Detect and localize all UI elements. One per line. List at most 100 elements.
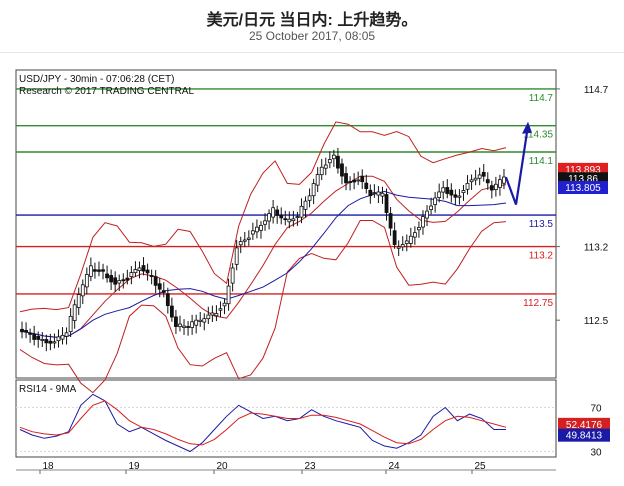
candle-body <box>477 174 482 179</box>
candle-body <box>52 341 57 344</box>
candle-body <box>202 318 207 323</box>
rsi-value-badge <box>558 417 610 431</box>
candle-body <box>80 284 85 297</box>
level-layer: 114.7 114.35 114.1 113.5 113.2 112.75 <box>16 88 556 309</box>
candle-body <box>60 334 65 340</box>
candle-body <box>226 285 231 305</box>
candle-body <box>68 315 73 332</box>
candle-body <box>327 159 332 164</box>
x-tick-label: 20 <box>216 461 228 472</box>
candle-body <box>291 218 296 222</box>
candle-body <box>72 304 77 321</box>
forecast-arrow-line <box>504 125 530 205</box>
candle-body <box>368 189 373 197</box>
candle-body <box>481 171 486 177</box>
level-label: 112.75 <box>523 298 553 309</box>
x-tick-label: 24 <box>388 461 400 472</box>
candle-body <box>93 269 97 272</box>
candle-body <box>287 218 292 223</box>
x-tick-label: 19 <box>128 461 140 472</box>
candle-body <box>493 183 498 191</box>
candle-body <box>20 328 24 333</box>
candle-body <box>218 308 223 311</box>
candle-body <box>145 269 150 274</box>
candle-body <box>364 182 369 190</box>
candle-body <box>84 274 89 288</box>
rsi-layer <box>19 393 507 453</box>
candle-body <box>32 333 37 340</box>
candle-body <box>445 187 450 194</box>
candle-body <box>101 269 105 272</box>
candle-body <box>121 279 126 282</box>
candle-body <box>275 209 280 216</box>
candle-body <box>348 181 352 183</box>
candle-body <box>141 265 146 272</box>
candle-body <box>412 232 417 238</box>
rsi-value-badge <box>558 428 610 442</box>
candle-body <box>502 176 506 184</box>
candle-body <box>344 173 348 184</box>
candle-body <box>295 216 300 218</box>
candle-body <box>64 332 69 337</box>
candle-body <box>323 164 328 169</box>
candle-body <box>214 313 219 317</box>
candle-body <box>48 340 53 344</box>
candle-body <box>117 280 122 284</box>
candle-body <box>56 336 61 342</box>
candle-body <box>190 321 195 328</box>
level-label: 114.1 <box>529 156 554 167</box>
candle-body <box>169 305 174 318</box>
candle-body <box>222 302 227 307</box>
rsi-y-tick-label: 30 <box>590 448 602 459</box>
candle-body <box>36 335 41 340</box>
level-label: 113.5 <box>529 219 554 230</box>
candle-body <box>449 189 454 196</box>
candle-body <box>453 194 458 198</box>
candle-body <box>259 224 263 231</box>
candle-body <box>178 323 182 328</box>
forecast-layer <box>504 121 532 205</box>
level-label: 113.2 <box>529 251 554 262</box>
candle-body <box>271 207 276 218</box>
candle-body <box>263 220 267 225</box>
candle-body <box>485 179 490 184</box>
candle-body <box>125 277 130 281</box>
candle-body <box>97 269 101 272</box>
candle-body <box>498 179 502 188</box>
candle-layer <box>20 148 506 352</box>
candle-body <box>234 247 239 265</box>
chart-info-line-1: USD/JPY - 30min - 07:06:28 (CET) <box>19 74 174 85</box>
candle-body <box>331 154 336 160</box>
x-tick-label: 18 <box>42 461 54 472</box>
candle-body <box>198 319 203 322</box>
page-header: 美元/日元 当日内: 上升趋势。 25 October 2017, 08:05 <box>0 0 624 53</box>
candle-body <box>396 246 401 249</box>
candle-body <box>340 163 344 177</box>
price-badge <box>558 181 608 195</box>
candle-body <box>267 213 271 222</box>
candle-body <box>319 166 324 176</box>
candle-body <box>408 235 413 244</box>
bollinger-layer <box>19 121 507 394</box>
level-label: 114.35 <box>523 130 553 141</box>
rsi-label: RSI14 - 9MA <box>19 384 77 395</box>
candle-body <box>24 329 28 333</box>
candle-body <box>194 319 199 326</box>
candle-body <box>404 240 409 244</box>
candle-body <box>465 182 470 190</box>
candle-body <box>206 314 211 320</box>
candle-body <box>437 191 442 198</box>
candle-body <box>372 192 377 194</box>
bollinger-mid <box>19 175 507 338</box>
candle-body <box>473 177 478 181</box>
page-title: 美元/日元 当日内: 上升趋势。 <box>206 12 418 29</box>
chart-info-line-2: Research © 2017 TRADING CENTRAL <box>19 86 194 97</box>
candle-body <box>113 277 118 285</box>
level-label: 114.7 <box>529 93 554 104</box>
y-tick-label: 114.7 <box>584 85 609 96</box>
rsi-value-label: 52.4176 <box>566 420 603 431</box>
candle-body <box>230 267 235 284</box>
candle-body <box>44 339 49 344</box>
page-date: 25 October 2017, 08:05 <box>248 29 376 43</box>
